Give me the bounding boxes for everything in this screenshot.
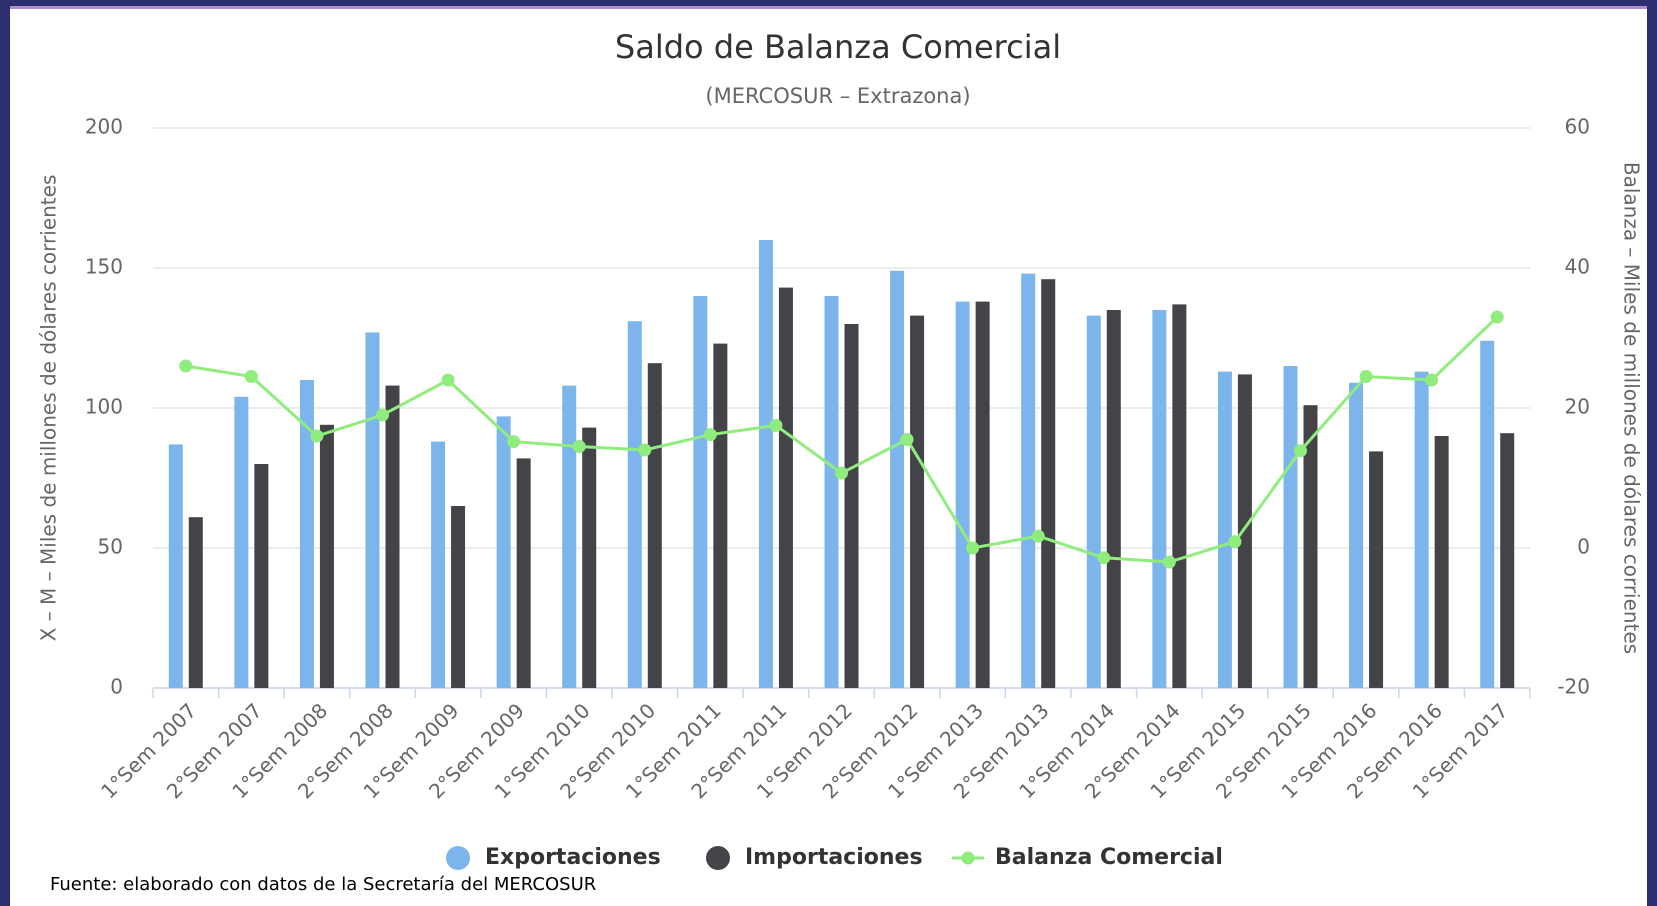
bar	[1349, 382, 1364, 688]
bar	[890, 270, 905, 688]
bar	[1021, 273, 1036, 688]
bar	[693, 296, 708, 688]
bar	[824, 296, 839, 688]
bar	[1217, 371, 1232, 688]
bar	[319, 424, 334, 688]
line-point	[638, 443, 652, 457]
y-tick-label: 200	[85, 115, 123, 139]
legend-label: Importaciones	[745, 845, 923, 870]
y2-axis-title: Balanza – Miles de millones de dólares c…	[1620, 162, 1644, 654]
bar	[975, 301, 990, 688]
bar	[844, 324, 859, 688]
chart-subtitle: (MERCOSUR – Extrazona)	[705, 84, 970, 108]
y2-tick-label: 60	[1565, 115, 1590, 139]
line-point	[1162, 555, 1176, 569]
legend-marker	[446, 846, 470, 870]
bar	[647, 363, 662, 688]
y-tick-label: 100	[85, 395, 123, 419]
bar	[758, 240, 773, 688]
line-point	[572, 440, 586, 453]
bar	[562, 385, 577, 688]
bar	[582, 427, 597, 688]
line	[185, 315, 1499, 564]
bar	[1152, 310, 1167, 688]
line-point	[244, 370, 258, 383]
bar	[1172, 304, 1187, 688]
y2-tick-label: 40	[1565, 255, 1590, 279]
legend-label: Exportaciones	[485, 845, 661, 870]
line-point	[441, 373, 455, 387]
y2-tick-label: -20	[1557, 675, 1590, 699]
bar	[451, 506, 466, 688]
bar	[385, 385, 400, 688]
bar	[1480, 340, 1495, 688]
line-point	[376, 408, 389, 422]
y2-tick-label: 20	[1565, 395, 1590, 419]
line-point	[835, 466, 848, 480]
bar	[254, 464, 269, 688]
bar	[955, 301, 970, 688]
bar	[1303, 405, 1318, 688]
bar	[516, 458, 531, 688]
line-point	[966, 541, 980, 555]
line-point	[507, 435, 521, 449]
line-point	[1097, 551, 1111, 565]
line-point	[310, 429, 324, 443]
bar	[365, 332, 380, 688]
line-point	[703, 428, 717, 442]
bar	[1500, 433, 1515, 688]
line-point	[1031, 529, 1045, 543]
line-point	[179, 359, 193, 373]
bar	[713, 343, 728, 688]
source-note: Fuente: elaborado con datos de la Secret…	[50, 874, 596, 895]
bar	[299, 380, 314, 688]
legend-label: Balanza Comercial	[995, 845, 1223, 870]
bar	[910, 315, 925, 688]
line-point	[1294, 444, 1307, 458]
bar	[1106, 310, 1121, 688]
bar	[431, 441, 446, 688]
bar	[1414, 371, 1429, 688]
bar	[1283, 366, 1298, 688]
frame: Saldo de Balanza Comercial (MERCOSUR – E…	[10, 6, 1647, 906]
line-point	[900, 433, 914, 446]
bar	[1434, 436, 1449, 688]
bar	[1369, 451, 1384, 688]
legend-marker	[961, 851, 975, 865]
bar	[1086, 315, 1101, 688]
y-tick-label: 150	[85, 255, 123, 279]
bar	[778, 287, 793, 688]
bar	[496, 416, 511, 688]
chart-title: Saldo de Balanza Comercial	[615, 28, 1061, 66]
bar	[1041, 279, 1056, 688]
y-axis-title: X – M – Miles de millones de dólares cor…	[37, 175, 61, 642]
line-point	[1425, 373, 1439, 387]
line-point	[769, 419, 783, 432]
bar	[188, 517, 203, 688]
bar	[1237, 374, 1252, 688]
line-point	[1490, 310, 1504, 324]
bar	[234, 396, 249, 688]
y-tick-label: 50	[98, 535, 123, 559]
line-point	[1359, 370, 1373, 383]
line-point	[1228, 535, 1242, 549]
y2-tick-label: 0	[1577, 535, 1590, 559]
bar	[168, 444, 183, 688]
y-tick-label: 0	[110, 675, 123, 699]
bar	[627, 321, 642, 688]
legend-marker	[706, 846, 730, 870]
